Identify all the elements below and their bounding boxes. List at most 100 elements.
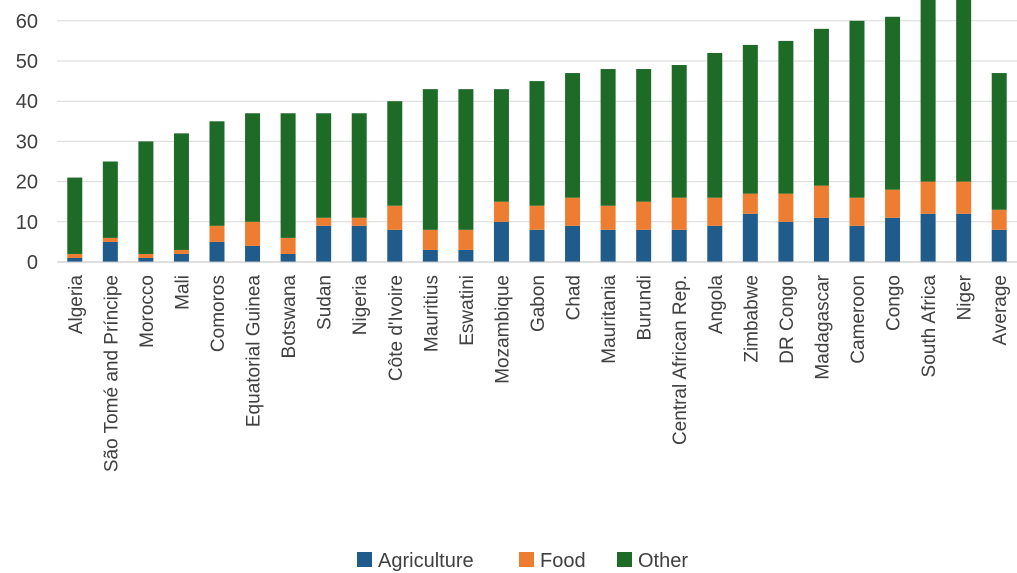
y-tick-label: 60	[16, 11, 38, 33]
x-tick-label-niger: Niger	[955, 274, 976, 320]
x-tick-label-burundi: Burundi	[635, 275, 656, 341]
bar-agriculture-mali	[173, 253, 189, 262]
bar-group-nigeria	[351, 113, 367, 262]
bar-agriculture-nigeria	[351, 225, 367, 262]
bar-agriculture-gabon	[529, 229, 545, 262]
legend-item-other: Other	[617, 550, 688, 572]
bar-group-mali	[173, 133, 189, 262]
x-tick-label-nigeria: Nigeria	[350, 275, 371, 336]
x-tick-label-congo: Congo	[884, 275, 905, 331]
legend: Agriculture Food Other	[357, 550, 688, 572]
bar-agriculture-cameroon	[849, 225, 865, 262]
bar-agriculture-comoros	[209, 241, 225, 262]
bar-food-sao-tome-and-principe	[102, 237, 118, 242]
bar-other-equatorial-guinea	[245, 113, 261, 222]
bar-food-eswatini	[458, 229, 474, 250]
bar-group-chad	[565, 73, 581, 262]
bar-group-botswana	[280, 113, 296, 262]
x-tick-label-cameroon: Cameroon	[848, 275, 869, 364]
bar-agriculture-mauritania	[600, 229, 616, 262]
bar-agriculture-sudan	[316, 225, 332, 262]
bar-other-average	[991, 73, 1007, 210]
bar-group-sudan	[316, 113, 332, 262]
bar-group-morocco	[138, 141, 154, 262]
x-tick-label-south-africa: South Africa	[919, 275, 940, 378]
bar-other-congo	[885, 16, 901, 190]
bar-other-sudan	[316, 113, 332, 218]
bar-food-average	[991, 209, 1007, 230]
bar-group-comoros	[209, 121, 225, 262]
bar-food-mozambique	[493, 201, 509, 222]
bar-group-angola	[707, 52, 723, 262]
y-tick-label: 40	[16, 91, 38, 113]
x-tick-label-mauritius: Mauritius	[421, 275, 442, 352]
bar-agriculture-niger	[956, 213, 972, 262]
bar-group-cote-d-ivoire	[387, 101, 403, 262]
x-tick-label-sudan: Sudan	[315, 275, 336, 330]
bar-agriculture-congo	[885, 217, 901, 262]
x-tick-label-morocco: Morocco	[137, 275, 158, 348]
bar-group-average	[991, 73, 1007, 262]
bar-food-madagascar	[813, 185, 829, 218]
legend-swatch-agriculture	[357, 552, 372, 567]
x-axis-category-labels: Algeria São Tomé and Príncipe Morocco Mali C…	[66, 274, 1011, 472]
bar-group-south-africa	[920, 0, 936, 262]
x-tick-label-chad: Chad	[564, 275, 585, 320]
bar-food-mali	[173, 249, 189, 254]
bar-other-angola	[707, 52, 723, 198]
bar-other-comoros	[209, 121, 225, 226]
bar-food-south-africa	[920, 181, 936, 214]
bar-food-mauritania	[600, 205, 616, 230]
legend-swatch-food	[519, 552, 534, 567]
legend-item-agriculture: Agriculture	[357, 550, 474, 572]
bar-food-chad	[565, 197, 581, 226]
bar-group-burundi	[636, 69, 652, 262]
bar-group-equatorial-guinea	[245, 113, 261, 262]
x-tick-label-eswatini: Eswatini	[457, 275, 478, 346]
bar-other-chad	[565, 73, 581, 198]
x-tick-label-mozambique: Mozambique	[492, 275, 513, 384]
bar-food-sudan	[316, 217, 332, 226]
bar-food-gabon	[529, 205, 545, 230]
bar-agriculture-botswana	[280, 253, 296, 262]
bar-agriculture-madagascar	[813, 217, 829, 262]
bar-other-niger	[956, 0, 972, 182]
bar-other-eswatini	[458, 89, 474, 230]
bar-food-cote-d-ivoire	[387, 205, 403, 230]
bar-agriculture-central-african-rep	[671, 229, 687, 262]
legend-item-food: Food	[519, 550, 586, 572]
y-tick-label: 50	[16, 51, 38, 73]
bar-group-dr-congo	[778, 40, 794, 262]
bar-food-burundi	[636, 201, 652, 230]
bar-agriculture-angola	[707, 225, 723, 262]
legend-label-other: Other	[638, 550, 688, 572]
bar-food-comoros	[209, 225, 225, 242]
bar-other-algeria	[67, 177, 83, 254]
bar-group-eswatini	[458, 89, 474, 262]
x-tick-label-angola: Angola	[706, 275, 727, 335]
bar-group-central-african-rep	[671, 65, 687, 262]
bar-agriculture-burundi	[636, 229, 652, 262]
bar-other-nigeria	[351, 113, 367, 218]
bar-other-gabon	[529, 81, 545, 206]
bar-other-mozambique	[493, 89, 509, 202]
y-tick-label: 30	[16, 131, 38, 153]
bar-food-equatorial-guinea	[245, 221, 261, 246]
bar-group-algeria	[67, 177, 83, 262]
x-tick-label-cote-d-ivoire: Côte d'Ivoire	[386, 275, 407, 381]
bar-agriculture-zimbabwe	[742, 213, 758, 262]
x-tick-label-botswana: Botswana	[279, 275, 300, 359]
x-tick-label-sao-tome-and-principe: São Tomé and Príncipe	[101, 275, 122, 472]
x-tick-label-mali: Mali	[172, 275, 193, 310]
bar-agriculture-south-africa	[920, 213, 936, 262]
x-tick-label-zimbabwe: Zimbabwe	[741, 275, 762, 363]
bar-group-sao-tome-and-principe	[102, 161, 118, 262]
bar-group-zimbabwe	[742, 44, 758, 262]
x-tick-label-dr-congo: DR Congo	[777, 275, 798, 364]
bar-group-mauritius	[422, 89, 438, 262]
y-axis-tick-labels: 0 10 20 30 40 50 60	[16, 11, 38, 274]
bar-agriculture-algeria	[67, 257, 83, 262]
bar-agriculture-dr-congo	[778, 221, 794, 262]
bar-food-congo	[885, 189, 901, 218]
